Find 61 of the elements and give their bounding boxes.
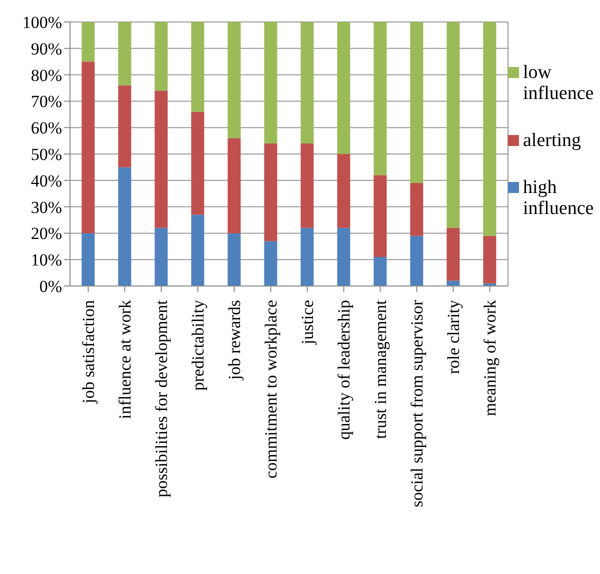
- x-tick-label: influence at work: [115, 300, 134, 419]
- x-tick-label: trust in management: [370, 300, 390, 439]
- bar: [228, 22, 241, 138]
- bar: [191, 214, 204, 286]
- x-tick-label: job rewards: [224, 300, 244, 381]
- bar: [446, 228, 460, 281]
- y-tick-label: 20%: [30, 224, 62, 244]
- y-tick-label: 80%: [30, 66, 62, 85]
- bar: [446, 22, 460, 228]
- bar: [300, 228, 314, 286]
- y-tick-label: 90%: [30, 39, 62, 58]
- y-tick-label: 40%: [30, 171, 62, 190]
- bar: [264, 22, 278, 144]
- x-tick-label: quality of leadership: [334, 300, 354, 440]
- x-tick-label: job satisfaction: [78, 300, 98, 404]
- bar: [337, 22, 350, 154]
- x-tick-label: justice: [298, 300, 317, 346]
- y-tick-label: 60%: [30, 118, 62, 138]
- bar: [337, 228, 350, 286]
- bar: [228, 233, 241, 286]
- bar: [82, 22, 95, 62]
- y-tick-label: 70%: [30, 92, 62, 112]
- bar: [410, 22, 424, 184]
- bar: [410, 183, 424, 236]
- bar: [118, 167, 132, 286]
- y-tick-label: 50%: [30, 145, 62, 164]
- y-tick-label: 100%: [22, 13, 62, 32]
- bar: [228, 138, 241, 234]
- bar: [191, 112, 204, 215]
- y-tick-label: 10%: [30, 250, 62, 270]
- x-tick-label: meaning of work: [480, 300, 500, 416]
- y-tick-label: 30%: [30, 198, 62, 217]
- legend-label: high influence: [523, 177, 594, 219]
- bar: [374, 22, 387, 176]
- bar: [154, 228, 168, 286]
- bar: [300, 143, 314, 228]
- bar: [483, 236, 496, 284]
- x-tick-label: commitment to workplace: [261, 300, 280, 478]
- bar: [264, 241, 278, 286]
- legend-label: low influence: [523, 62, 594, 104]
- bar: [82, 233, 95, 286]
- x-tick-label: predictability: [188, 300, 208, 391]
- x-tick-label: role clarity: [444, 300, 463, 374]
- bar: [446, 280, 460, 286]
- bar: [374, 175, 387, 257]
- bar: [337, 154, 350, 228]
- bar: [118, 22, 132, 86]
- bar: [264, 143, 278, 242]
- bar: [300, 22, 314, 144]
- bar: [191, 22, 204, 112]
- bar: [154, 90, 168, 228]
- bar: [410, 236, 424, 286]
- bar: [374, 256, 387, 286]
- bar: [82, 62, 95, 234]
- bar: [483, 22, 496, 236]
- bar: [118, 85, 132, 168]
- y-tick-label: 0%: [39, 277, 62, 296]
- legend-label: alerting: [523, 130, 582, 151]
- x-tick-label: possibilities for development: [152, 300, 171, 498]
- bar: [154, 22, 168, 91]
- x-tick-label: social support from supervisor: [407, 300, 426, 508]
